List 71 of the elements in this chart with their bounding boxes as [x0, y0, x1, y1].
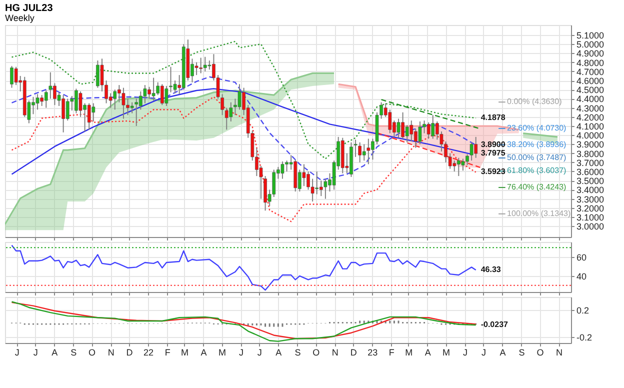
x-tick-label: M — [442, 348, 450, 358]
y-tick-label: 0.2 — [576, 305, 590, 316]
annotation: 3.8900 — [480, 140, 506, 150]
x-tick-label: F — [164, 348, 171, 358]
annotation: -0.0237 — [480, 320, 509, 329]
y-tick-label: -0.2 — [576, 332, 592, 342]
x-tick-label: S — [70, 348, 77, 358]
chart-subtitle: Weekly — [5, 13, 35, 23]
y-tick-label: 60 — [576, 252, 587, 263]
x-tick-label: J — [14, 348, 20, 358]
x-tick-label: O — [536, 348, 544, 358]
x-tick-label: F — [388, 348, 395, 358]
x-tick-label: M — [405, 348, 413, 358]
x-tick-label: J — [33, 348, 38, 358]
x-tick-label: 23 — [368, 348, 378, 358]
y-tick-label: 5.0000 — [576, 40, 604, 50]
x-tick-label: S — [294, 348, 301, 358]
y-tick-label: 3.3000 — [576, 194, 604, 204]
y-tick-label: 4.9000 — [576, 48, 604, 59]
y-tick-label: 40 — [576, 271, 587, 282]
x-tick-label: A — [500, 348, 506, 358]
x-tick-label: D — [126, 348, 134, 358]
annotation: 3.7975 — [480, 148, 506, 158]
x-tick-label: J — [463, 348, 468, 358]
ref-line-label: 50.00% (3.7487) — [507, 152, 567, 162]
y-tick-label: 3.9000 — [576, 140, 604, 150]
annotation: 3.5923 — [480, 167, 506, 176]
x-tick-label: S — [518, 348, 525, 358]
y-tick-label: 4.3000 — [576, 103, 604, 114]
ref-line-label: 100.00% (3.1343) — [507, 208, 571, 218]
y-tick-label: 4.5000 — [576, 85, 604, 96]
y-tick-label: 3.2000 — [576, 203, 604, 214]
annotation: 4.1878 — [480, 113, 506, 122]
x-tick-label: M — [181, 348, 189, 358]
ref-line-label: 38.20% (3.8936) — [507, 140, 567, 149]
y-tick-label: 4.1000 — [576, 121, 604, 132]
x-tick-label: A — [424, 348, 431, 358]
x-tick-label: J — [257, 348, 262, 358]
y-tick-label: 4.7000 — [576, 66, 604, 77]
y-tick-label: 4.0000 — [576, 130, 604, 141]
annotation: 46.33 — [480, 264, 502, 274]
chart-title: HG JUL23 — [5, 3, 54, 14]
y-tick-label: 3.6000 — [576, 166, 604, 177]
x-tick-label: J — [481, 348, 486, 358]
ref-line-label: 0.00% (4.3630) — [507, 97, 562, 106]
ref-line-label: 61.80% (3.6037) — [507, 166, 567, 176]
y-tick-label: 3.8000 — [576, 148, 604, 159]
y-tick-label: 3.1000 — [576, 212, 604, 222]
x-tick-label: N — [556, 348, 562, 358]
y-tick-label: 3.4000 — [576, 185, 604, 196]
x-tick-label: A — [52, 348, 58, 358]
y-tick-label: 3.0000 — [576, 222, 604, 232]
ref-line-label: 76.40% (3.4243) — [507, 182, 567, 192]
x-tick-label: D — [350, 348, 358, 358]
x-tick-label: 22 — [144, 348, 154, 358]
x-tick-label: A — [276, 348, 282, 358]
y-tick-label: 4.2000 — [576, 112, 604, 122]
x-tick-label: J — [238, 348, 244, 358]
x-tick-label: N — [108, 348, 114, 358]
x-tick-label: O — [312, 348, 320, 358]
ref-line-label: 23.60% (4.0730) — [507, 123, 567, 132]
y-tick-label: 4.8000 — [576, 58, 604, 68]
y-tick-label: 3.5000 — [576, 176, 604, 186]
y-tick-label: 3.7000 — [576, 158, 604, 168]
x-tick-label: M — [218, 348, 226, 358]
x-tick-label: O — [88, 348, 96, 358]
x-tick-label: A — [200, 348, 207, 358]
y-tick-label: 4.6000 — [576, 76, 604, 86]
y-tick-label: 5.1000 — [576, 30, 604, 41]
y-tick-label: 4.4000 — [576, 94, 604, 104]
x-tick-label: N — [332, 348, 338, 358]
